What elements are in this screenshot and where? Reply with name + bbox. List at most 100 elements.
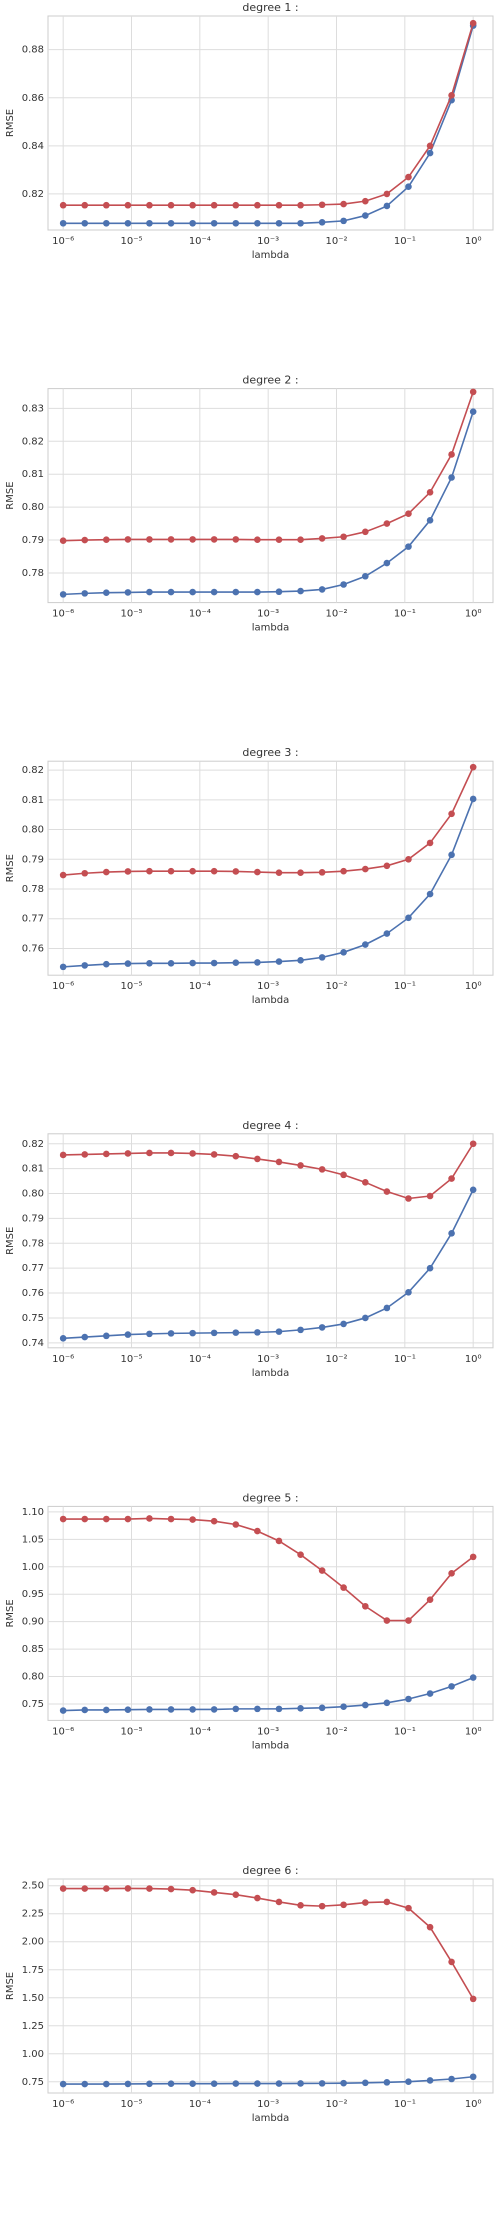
data-point [210, 1517, 218, 1525]
data-point [254, 1155, 261, 1163]
y-axis-label: RMSE [5, 109, 16, 137]
series-line [63, 25, 474, 225]
data-point [383, 190, 391, 198]
series-line [63, 798, 474, 968]
data-point [383, 930, 391, 937]
data-point [275, 201, 283, 209]
data-point [340, 1320, 347, 1328]
data-point [426, 142, 434, 150]
data-point [469, 408, 477, 415]
data-point [426, 149, 434, 157]
chart-title: degree 2 : [242, 374, 298, 387]
x-tick-label: 10⁻⁶ [52, 2099, 74, 2110]
data-point [426, 1923, 434, 1931]
data-point [146, 960, 153, 967]
chart-title: degree 1 : [242, 1, 298, 14]
y-tick-label: 0.77 [22, 1263, 44, 1274]
x-tick-label: 10⁻² [325, 2099, 347, 2110]
y-axis-label: RMSE [5, 1227, 16, 1255]
data-point [362, 1179, 369, 1186]
data-point [297, 957, 304, 964]
data-point [275, 536, 283, 544]
y-tick-label: 0.82 [22, 1139, 44, 1150]
data-point [297, 201, 304, 209]
data-point [59, 201, 67, 209]
y-tick-label: 0.88 [22, 45, 44, 56]
data-point [210, 201, 218, 209]
data-point [297, 1326, 304, 1334]
data-point [210, 867, 218, 875]
data-point [124, 201, 132, 209]
data-point [383, 862, 391, 870]
data-point [59, 1515, 67, 1523]
x-axis-label: lambda [252, 623, 289, 634]
x-tick-label: 10⁻⁴ [189, 2099, 211, 2110]
data-point [448, 1230, 455, 1237]
y-tick-label: 0.79 [22, 1213, 44, 1224]
data-point [362, 1602, 369, 1610]
series-line [63, 1676, 474, 1712]
y-axis-label: RMSE [5, 1972, 16, 2000]
data-point [426, 489, 434, 496]
plot-area [47, 388, 494, 604]
x-tick-label: 10⁻⁴ [189, 1726, 211, 1737]
data-point [254, 1329, 261, 1336]
y-tick-label: 1.05 [22, 1534, 44, 1545]
data-point [210, 1889, 218, 1896]
data-point [189, 1329, 196, 1337]
data-point [405, 1617, 412, 1624]
x-tick-label: 10⁰ [465, 1354, 482, 1365]
data-point [146, 588, 153, 596]
data-point [362, 528, 369, 536]
data-point [362, 1314, 369, 1322]
series-line [63, 766, 474, 876]
data-point [297, 587, 304, 595]
data-point [426, 2077, 434, 2084]
x-tick-label: 10⁻⁴ [189, 1354, 211, 1365]
data-point [189, 201, 196, 209]
x-axis-label: lambda [252, 1368, 289, 1379]
y-tick-label: 0.80 [22, 1189, 44, 1200]
data-point [448, 474, 455, 481]
data-point [405, 1904, 412, 1912]
data-point [59, 2080, 67, 2088]
data-point [210, 1706, 218, 1713]
data-point [254, 588, 261, 596]
data-point [340, 533, 347, 541]
data-point [189, 588, 196, 596]
data-point [103, 1706, 110, 1714]
x-tick-label: 10⁻¹ [394, 2099, 416, 2110]
data-point [81, 2080, 89, 2088]
data-point [383, 202, 391, 210]
data-point [167, 867, 175, 875]
y-tick-label: 2.25 [22, 1909, 44, 1920]
data-point [146, 867, 153, 875]
x-tick-label: 10⁻⁶ [52, 236, 74, 247]
data-point [405, 183, 412, 191]
data-point [469, 763, 477, 771]
data-point [254, 1894, 261, 1902]
data-point [383, 559, 391, 567]
y-tick-label: 0.95 [22, 1589, 44, 1600]
data-point [297, 2080, 304, 2087]
x-tick-label: 10⁻⁶ [52, 1726, 74, 1737]
x-tick-label: 10⁻⁵ [120, 981, 142, 992]
panel: degree 3 : lambda RMSE 10⁻⁶ 10⁻⁵ 10⁻⁴ 10⁻³ 10⁻²… [5, 746, 494, 1006]
data-point [405, 173, 412, 181]
data-point [448, 1175, 455, 1182]
data-point [167, 1885, 175, 1893]
x-tick-label: 10⁰ [465, 609, 482, 620]
panel: degree 4 : lambda RMSE 10⁻⁶ 10⁻⁵ 10⁻⁴ 10⁻³ 10⁻²… [5, 1119, 494, 1379]
x-tick-label: 10⁻⁵ [120, 236, 142, 247]
data-point [448, 2075, 455, 2083]
data-point [275, 1537, 283, 1545]
y-axis-label: RMSE [5, 1599, 16, 1627]
data-point [275, 958, 283, 965]
data-point [210, 959, 218, 967]
data-point [275, 2080, 283, 2087]
data-point [383, 520, 391, 527]
data-point [340, 949, 347, 956]
data-point [124, 960, 132, 967]
data-point [103, 1332, 110, 1340]
data-point [318, 586, 326, 593]
